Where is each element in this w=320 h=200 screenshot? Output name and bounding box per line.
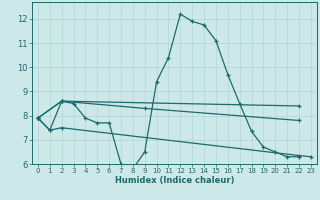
X-axis label: Humidex (Indice chaleur): Humidex (Indice chaleur) <box>115 176 234 185</box>
